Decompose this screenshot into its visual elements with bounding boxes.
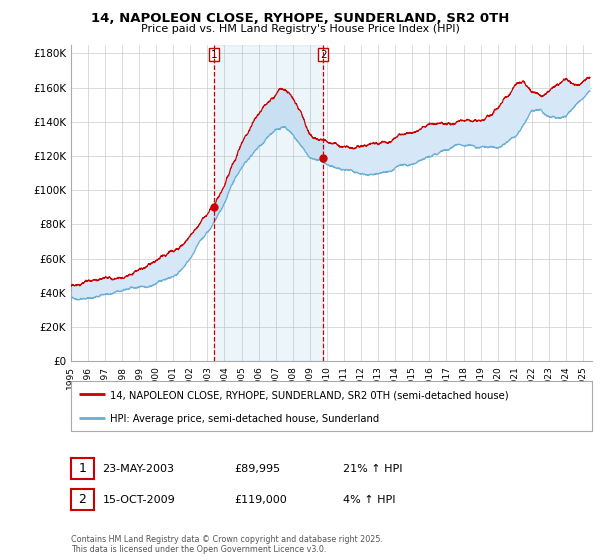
Text: Contains HM Land Registry data © Crown copyright and database right 2025.
This d: Contains HM Land Registry data © Crown c… [71, 535, 383, 554]
Text: 23-MAY-2003: 23-MAY-2003 [103, 464, 175, 474]
Text: 4% ↑ HPI: 4% ↑ HPI [343, 494, 395, 505]
Bar [214, 45, 323, 361]
Text: 14, NAPOLEON CLOSE, RYHOPE, SUNDERLAND, SR2 0TH (semi-detached house): 14, NAPOLEON CLOSE, RYHOPE, SUNDERLAND, … [110, 390, 508, 400]
Text: Price paid vs. HM Land Registry's House Price Index (HPI): Price paid vs. HM Land Registry's House … [140, 24, 460, 34]
Text: 2: 2 [320, 49, 326, 59]
Text: 21% ↑ HPI: 21% ↑ HPI [343, 464, 402, 474]
Text: 2: 2 [78, 493, 86, 506]
Text: 1: 1 [211, 49, 217, 59]
Text: 1: 1 [78, 462, 86, 475]
Text: 14, NAPOLEON CLOSE, RYHOPE, SUNDERLAND, SR2 0TH: 14, NAPOLEON CLOSE, RYHOPE, SUNDERLAND, … [91, 12, 509, 25]
Text: 15-OCT-2009: 15-OCT-2009 [103, 494, 175, 505]
Text: £119,000: £119,000 [235, 494, 287, 505]
Text: HPI: Average price, semi-detached house, Sunderland: HPI: Average price, semi-detached house,… [110, 414, 379, 423]
Text: £89,995: £89,995 [235, 464, 281, 474]
